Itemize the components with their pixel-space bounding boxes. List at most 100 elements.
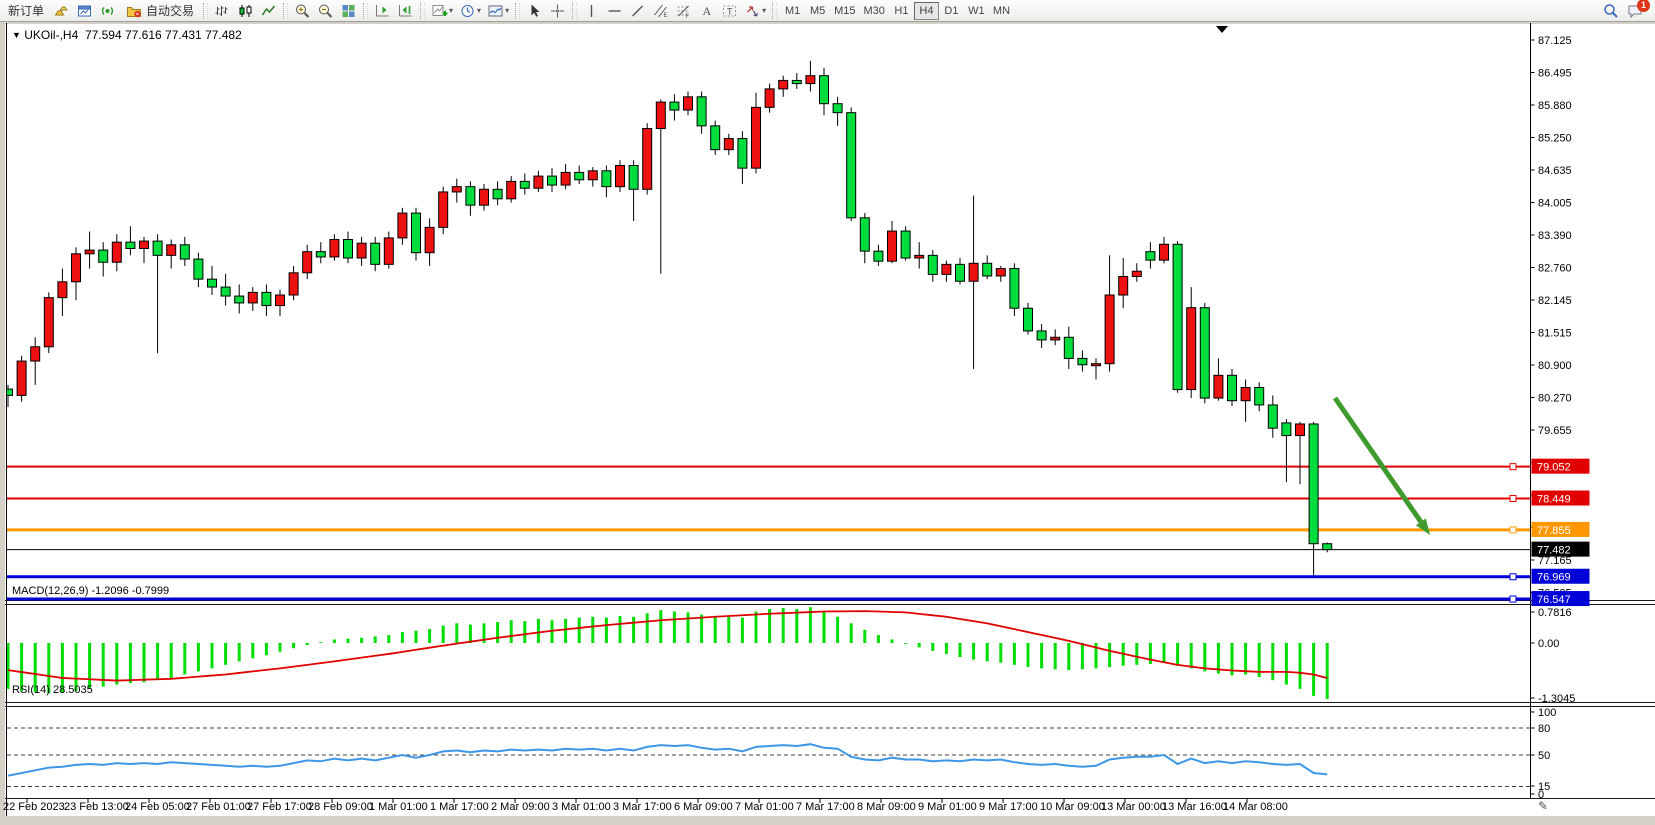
toolbar-separator — [572, 2, 578, 19]
zoom-out-icon[interactable] — [314, 1, 337, 21]
hline-handle[interactable] — [1509, 463, 1517, 471]
candles-icon[interactable] — [234, 1, 257, 21]
channel-icon[interactable]: E — [649, 1, 672, 21]
indicators-icon — [432, 4, 448, 16]
price-tick-label: 86.495 — [1538, 68, 1572, 80]
signal-icon[interactable] — [96, 1, 119, 21]
edit-pencil-icon[interactable]: ✎ — [1538, 799, 1548, 813]
time-label: 6 Mar 09:00 — [674, 801, 733, 813]
market-window-icon[interactable] — [73, 1, 96, 21]
candle-body — [601, 170, 612, 188]
candle-body — [533, 175, 544, 189]
chart-shift-marker[interactable] — [1216, 26, 1228, 33]
candle-body — [451, 186, 462, 193]
price-tick-label: 84.005 — [1538, 198, 1572, 210]
hline-handle[interactable] — [1509, 595, 1517, 603]
tab-timeframe-w1[interactable]: W1 — [968, 4, 985, 17]
time-label: 7 Mar 17:00 — [796, 801, 855, 813]
candle-body — [927, 254, 938, 275]
svg-text:E: E — [664, 13, 668, 19]
tab-timeframe-m15[interactable]: M15 — [834, 4, 856, 17]
candle-body — [547, 175, 557, 186]
bar-chart-icon[interactable] — [211, 1, 234, 21]
tab-timeframe-d1[interactable]: D1 — [944, 4, 959, 17]
templates-icon — [488, 5, 503, 16]
time-label: 28 Feb 09:00 — [308, 801, 373, 813]
chart-shift-icon[interactable] — [394, 1, 417, 21]
text-icon[interactable]: A — [695, 1, 718, 21]
candle-body — [1254, 386, 1265, 406]
hline-handle[interactable] — [1509, 495, 1517, 503]
candle-body — [1172, 243, 1183, 391]
macd-signal-line — [7, 610, 1328, 682]
tab-timeframe-m5[interactable]: M5 — [809, 4, 826, 17]
candle-body — [1063, 336, 1074, 359]
chevron-down-icon: ▾ — [477, 6, 482, 15]
candle-body — [207, 278, 217, 288]
search-icon[interactable] — [1599, 1, 1623, 21]
candle-body — [805, 75, 816, 85]
toolbar-separator — [772, 2, 778, 19]
tab-timeframe-h4[interactable]: H4 — [913, 1, 939, 20]
candle-body — [1227, 374, 1237, 402]
trend-arrow[interactable] — [1332, 396, 1423, 524]
cursor-icon[interactable] — [523, 1, 546, 21]
candle-body — [71, 253, 81, 283]
time-label: 13 Mar 16:00 — [1162, 801, 1227, 813]
time-label: 2 Mar 09:00 — [491, 801, 550, 813]
line-chart-icon[interactable] — [257, 1, 280, 21]
candle-body — [1267, 404, 1278, 429]
templates-button[interactable]: ▾ — [484, 1, 512, 21]
indicators-button[interactable]: ▾ — [428, 1, 456, 21]
price-tick-label: 85.250 — [1538, 133, 1572, 145]
time-label: 3 Mar 17:00 — [613, 801, 672, 813]
candle-body — [723, 138, 734, 151]
notification-badge: 1 — [1637, 0, 1650, 12]
indicator-tick-label: 0.7816 — [1538, 607, 1572, 619]
zoom-in-icon[interactable] — [291, 1, 314, 21]
candle-body — [941, 263, 952, 275]
gold-bars-icon[interactable] — [50, 1, 73, 21]
trendline-icon[interactable] — [626, 1, 649, 21]
candle-body — [859, 217, 870, 252]
hline-handle[interactable] — [1509, 526, 1517, 534]
tile-windows-icon[interactable] — [337, 1, 360, 21]
crosshair-icon[interactable] — [546, 1, 569, 21]
vline-icon[interactable] — [580, 1, 603, 21]
price-tag-box — [1531, 541, 1590, 557]
candle-body — [261, 291, 272, 307]
candle-body — [43, 297, 54, 348]
candle-body — [587, 170, 598, 181]
time-label: 1 Mar 01:00 — [369, 801, 428, 813]
candle-body — [438, 191, 449, 228]
tab-timeframe-m1[interactable]: M1 — [784, 4, 801, 17]
collapse-triangle-icon[interactable]: ▼ — [12, 30, 21, 40]
fibo-icon[interactable]: F — [672, 1, 695, 21]
tab-timeframe-h1[interactable]: H1 — [894, 4, 909, 17]
candle-body — [995, 268, 1006, 277]
label-icon[interactable]: T — [718, 1, 741, 21]
hline-handle[interactable] — [1509, 573, 1517, 581]
toolbar-separator — [283, 2, 289, 19]
shapes-button[interactable]: ▾ — [741, 1, 769, 21]
rsi-line — [7, 743, 1328, 777]
candle-body — [696, 96, 707, 127]
tab-timeframe-m30[interactable]: M30 — [863, 4, 885, 17]
hline-icon[interactable] — [603, 1, 626, 21]
tab-timeframe-mn[interactable]: MN — [992, 4, 1011, 17]
trend-arrow-head[interactable] — [1415, 518, 1430, 535]
candle-body — [57, 281, 68, 299]
candle-body — [737, 138, 748, 169]
candle-body — [1213, 374, 1224, 399]
candle-body — [819, 75, 829, 105]
indicator-tick-label: -1.3045 — [1538, 693, 1575, 705]
new-order-button[interactable]: 新订单 — [8, 4, 45, 18]
chat-button[interactable]: 1 — [1623, 0, 1650, 21]
auto-scroll-icon[interactable] — [371, 1, 394, 21]
time-label: 10 Mar 09:00 — [1040, 801, 1105, 813]
autotrade-button[interactable]: 自动交易 — [119, 1, 200, 21]
periods-button[interactable]: ▾ — [456, 1, 484, 21]
